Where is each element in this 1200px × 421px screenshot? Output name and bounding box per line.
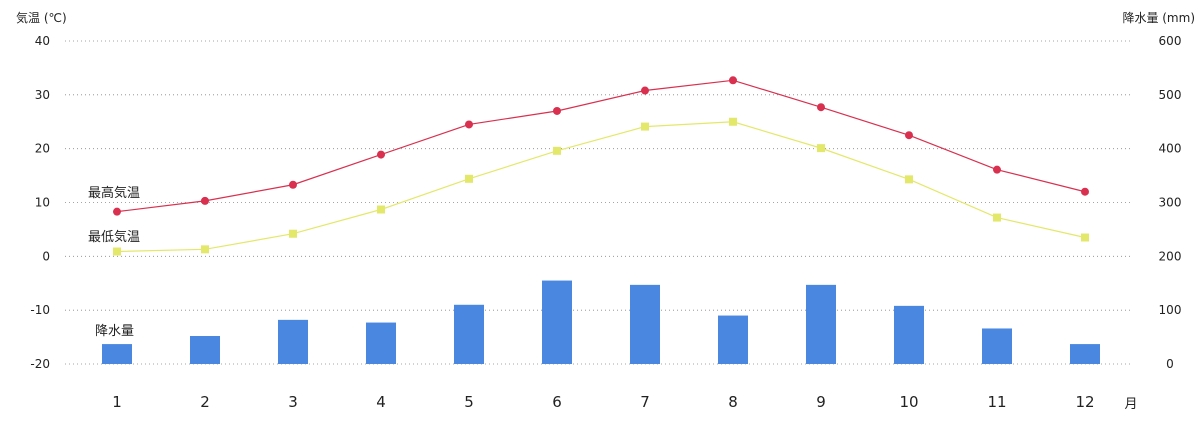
- left-tick-label: 40: [35, 34, 50, 48]
- right-tick-label: 100: [1159, 303, 1182, 317]
- precipitation-bar: [1070, 344, 1100, 364]
- min-temp-point: [553, 146, 561, 155]
- x-tick-label: 10: [899, 393, 918, 411]
- right-tick-label: 200: [1159, 249, 1182, 263]
- left-tick-label: 10: [35, 196, 50, 210]
- max-temp-point: [553, 106, 561, 115]
- series-label-precipitation: 降水量: [95, 324, 134, 339]
- min-temp-point: [817, 144, 825, 153]
- left-tick-label: 0: [42, 249, 50, 263]
- right-tick-label: 600: [1159, 34, 1182, 48]
- max-temp-point: [993, 165, 1001, 174]
- max-temp-point: [817, 103, 825, 112]
- left-tick-label: 20: [35, 142, 50, 156]
- x-tick-label: 11: [987, 393, 1006, 411]
- precipitation-bars: [102, 280, 1100, 364]
- x-tick-label: 7: [640, 393, 650, 411]
- precipitation-bar: [278, 319, 308, 364]
- min-temp-line: [116, 121, 1086, 253]
- x-tick-label: 1: [112, 393, 122, 411]
- x-axis-unit: 月: [1124, 397, 1137, 412]
- max-temp-point: [905, 131, 913, 140]
- max-temp-point: [289, 180, 297, 189]
- x-tick-label: 5: [464, 393, 474, 411]
- x-tick-label: 9: [816, 393, 826, 411]
- max-temp-point: [641, 86, 649, 95]
- grid-lines: [65, 40, 1130, 365]
- max-temp-point: [465, 120, 473, 129]
- max-temp-point: [377, 150, 385, 159]
- x-tick-label: 2: [200, 393, 210, 411]
- precipitation-bar: [982, 328, 1012, 364]
- precipitation-bar: [630, 284, 660, 364]
- min-temp-point: [289, 229, 297, 238]
- x-tick-label: 4: [376, 393, 386, 411]
- max-temp-point: [201, 196, 209, 205]
- min-temp-point: [465, 174, 473, 183]
- right-tick-label: 500: [1159, 88, 1182, 102]
- min-temp-point: [641, 122, 649, 131]
- min-temp-point: [729, 117, 737, 126]
- right-tick-label: 0: [1166, 357, 1174, 371]
- precipitation-bar: [718, 315, 748, 364]
- x-tick-label: 12: [1075, 393, 1094, 411]
- left-tick-label: -10: [30, 303, 50, 317]
- max-temp-point: [1081, 187, 1089, 196]
- max-temp-point: [113, 207, 121, 216]
- precipitation-bar: [102, 344, 132, 364]
- max-temp-line: [116, 79, 1086, 213]
- left-tick-label: -20: [30, 357, 50, 371]
- min-temp-point: [1081, 233, 1089, 242]
- x-tick-label: 6: [552, 393, 562, 411]
- series-label-max-temp: 最高気温: [88, 185, 140, 201]
- min-temp-point: [993, 213, 1001, 222]
- min-temp-point: [377, 205, 385, 214]
- precipitation-bar: [894, 305, 924, 364]
- precipitation-bar: [366, 322, 396, 364]
- x-tick-label: 8: [728, 393, 738, 411]
- right-tick-label: 400: [1159, 142, 1182, 156]
- min-temp-point: [905, 175, 913, 184]
- left-axis-title: 気温 (℃): [16, 10, 67, 25]
- precipitation-bar: [190, 336, 220, 364]
- left-tick-label: 30: [35, 88, 50, 102]
- right-axis-title: 降水量 (mm): [1122, 11, 1195, 25]
- series-label-min-temp: 最低気温: [88, 229, 140, 245]
- precipitation-bar: [454, 304, 484, 364]
- temperature-lines: [116, 79, 1086, 253]
- precipitation-bar: [542, 280, 572, 364]
- min-temp-point: [113, 247, 121, 256]
- min-temp-point: [201, 245, 209, 254]
- max-temp-point: [729, 76, 737, 85]
- temperature-markers: [113, 76, 1089, 256]
- x-tick-label: 3: [288, 393, 298, 411]
- precipitation-bar: [806, 284, 836, 364]
- right-tick-label: 300: [1159, 196, 1182, 210]
